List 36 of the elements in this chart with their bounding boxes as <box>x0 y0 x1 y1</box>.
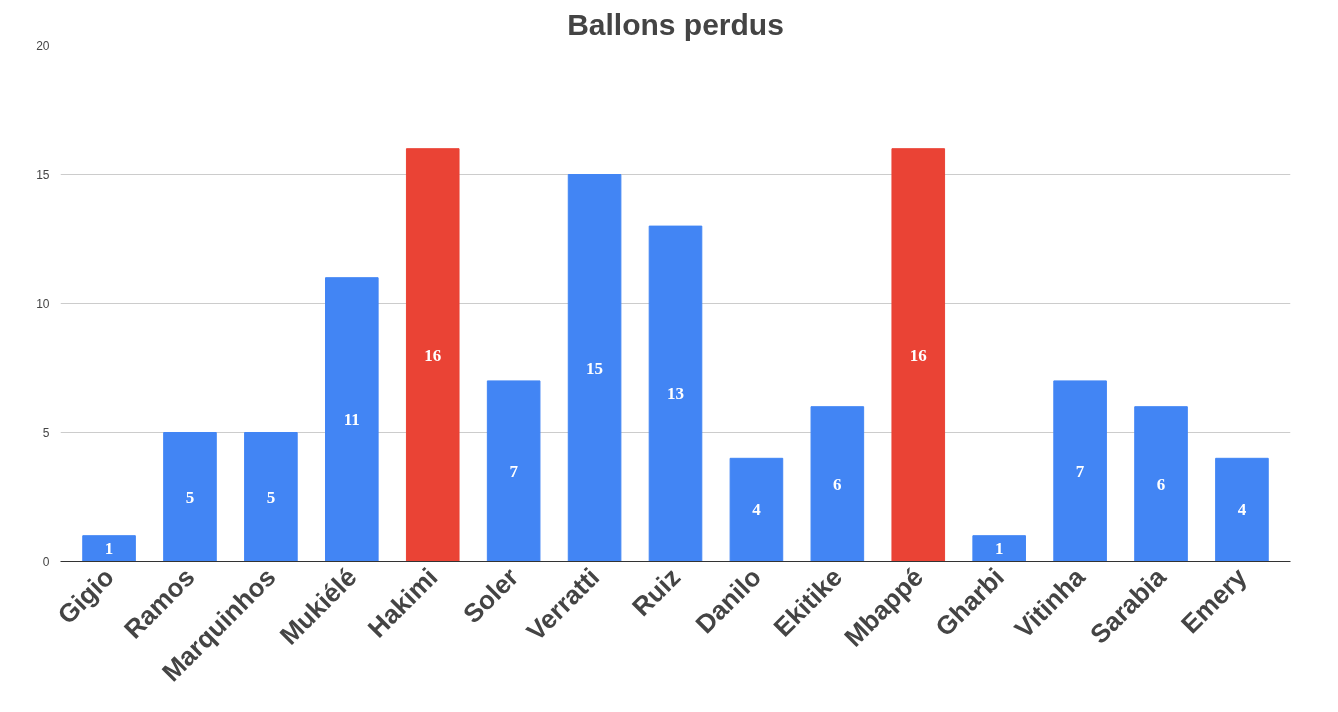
data-label: 11 <box>343 410 360 430</box>
data-label: 1 <box>104 539 114 559</box>
y-tick-label: 5 <box>42 426 50 440</box>
chart-title: Ballons perdus <box>567 7 784 41</box>
bar <box>244 432 298 562</box>
bar <box>325 277 379 562</box>
bar <box>567 174 622 562</box>
data-label: 15 <box>586 358 604 378</box>
data-label: 4 <box>1237 500 1247 520</box>
bar <box>1134 406 1188 562</box>
y-tick-label: 0 <box>42 555 50 569</box>
bar <box>486 380 541 562</box>
y-tick-label: 15 <box>36 168 50 182</box>
bar <box>648 225 703 562</box>
data-label: 7 <box>1075 461 1085 481</box>
bar <box>405 148 460 562</box>
bar <box>891 148 946 562</box>
data-label: 5 <box>185 487 195 507</box>
bar <box>810 406 865 562</box>
bar <box>1215 457 1269 562</box>
data-label: 6 <box>1156 474 1166 494</box>
bar <box>163 432 217 562</box>
data-label: 16 <box>424 345 442 365</box>
data-label: 16 <box>909 345 927 365</box>
data-label: 5 <box>266 487 276 507</box>
data-label: 6 <box>833 474 842 494</box>
bar <box>729 457 784 562</box>
bar <box>82 535 136 562</box>
bar <box>972 535 1026 562</box>
data-label: 13 <box>667 384 684 404</box>
bar <box>1053 380 1107 562</box>
data-label: 4 <box>752 500 762 520</box>
y-tick-label: 10 <box>36 297 50 311</box>
y-tick-label: 20 <box>36 39 50 53</box>
data-label: 1 <box>994 539 1004 559</box>
data-label: 7 <box>509 461 519 481</box>
